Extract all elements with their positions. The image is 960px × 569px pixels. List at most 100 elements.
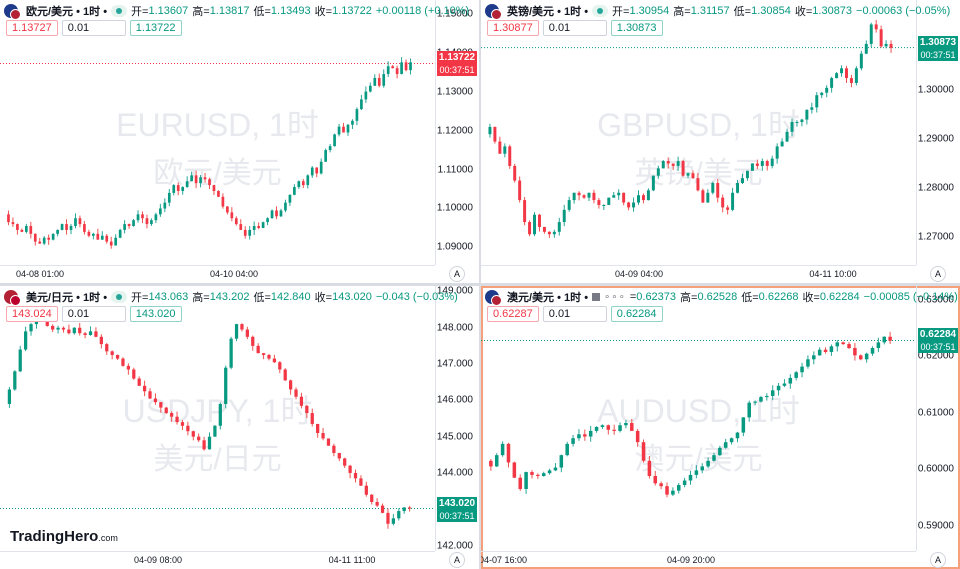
au-us-flag-icon [485, 290, 502, 306]
candle-body [99, 336, 103, 345]
candle-body [127, 224, 131, 227]
candle-body [794, 372, 798, 378]
candle-body [785, 131, 789, 142]
sell-button[interactable]: 0.62287 [487, 306, 539, 322]
horizontal-divider[interactable] [0, 283, 960, 286]
candle-body [404, 62, 408, 71]
quantity-input[interactable]: 0.01 [542, 20, 607, 36]
candle-body [261, 353, 266, 355]
legend-header: 澳元/美元 • 1时 • ∘∘∘ = 0.62373 高= 0.62528 低= 0.6226… [485, 289, 958, 306]
chart-pane[interactable]: USDJPY, 1时 美元/日元 美元/日元 • 1时 • 开= 143.063 高= 14… [0, 286, 479, 569]
watermark-ticker: GBPUSD, 1时 [597, 107, 800, 143]
candle-body [647, 460, 652, 477]
candle-body [272, 358, 277, 363]
candle-body [676, 485, 681, 491]
candle-body [203, 177, 207, 180]
candle-body [172, 185, 176, 193]
candle-body [617, 192, 621, 196]
sell-button[interactable]: 143.024 [6, 306, 58, 322]
price-axis[interactable]: 0.63000 0.62000 0.61000 0.60000 0.59000 [916, 286, 960, 551]
candle-body [142, 385, 147, 392]
symbol-label[interactable]: 美元/日元 • 1时 • [26, 292, 108, 304]
candle-body [170, 413, 174, 417]
chart-pane[interactable]: AUDUSD, 1时 澳元/美元 澳元/美元 • 1时 • ∘∘∘ = 0.62373 高=… [481, 286, 960, 569]
chart-pane[interactable]: GBPUSD, 1时 英镑/美元 英镑/美元 • 1时 • 开= 1.30954 高= 1.… [481, 0, 960, 283]
candle-body [565, 443, 569, 456]
symbol-label[interactable]: 澳元/美元 • 1时 • [507, 292, 589, 304]
close-value: 0.62284 [819, 291, 860, 303]
candlestick-chart[interactable] [481, 286, 916, 551]
buy-button[interactable]: 1.13722 [129, 20, 182, 36]
eye-icon[interactable] [111, 5, 128, 17]
buy-button[interactable]: 1.30873 [610, 20, 663, 36]
candle-body [528, 222, 532, 235]
candle-body [671, 163, 675, 166]
symbol-label[interactable]: 英镑/美元 • 1时 • [507, 6, 589, 18]
candle-body [646, 190, 650, 201]
candle-body [337, 452, 341, 459]
candle-body [583, 434, 587, 437]
quantity-input[interactable]: 0.01 [542, 306, 607, 322]
candle-body [94, 331, 98, 337]
candle-body [552, 231, 556, 235]
candle-body [806, 359, 810, 367]
candle-body [782, 383, 787, 386]
price-axis[interactable]: 1.150001.140001.130001.120001.110001.100… [435, 0, 479, 265]
candle-body [820, 92, 824, 96]
symbol-label[interactable]: 欧元/美元 • 1时 • [26, 6, 108, 18]
chart-pane[interactable]: EURUSD, 1时 欧元/美元 欧元/美元 • 1时 • 开= 1.13607 高= 1.… [0, 0, 479, 283]
candlestick-chart[interactable] [0, 286, 435, 551]
price-tick: 149.000 [436, 286, 473, 297]
price-tick: 1.27000 [917, 231, 954, 243]
candle-body [681, 161, 685, 176]
sell-button[interactable]: 1.13727 [6, 20, 58, 36]
candle-body [537, 214, 541, 227]
price-tick: 145.000 [436, 431, 473, 443]
time-axis[interactable]: 04-09 04:00 04-11 10:00 [481, 265, 916, 283]
current-price-label: 0.62284 00:37:51 [918, 328, 958, 354]
auto-scale-button[interactable]: A [930, 266, 946, 282]
candle-body [567, 200, 571, 210]
candle-body [154, 214, 158, 221]
time-axis[interactable]: 04-09 08:00 04-11 11:00 [0, 551, 435, 569]
candle-body [279, 210, 283, 217]
auto-scale-button[interactable]: A [449, 552, 465, 568]
time-tick: 04-11 10:00 [809, 269, 857, 279]
candle-body [869, 24, 873, 44]
candle-body [741, 417, 746, 433]
candlestick-chart[interactable] [0, 0, 435, 265]
candle-body [326, 438, 331, 446]
candle-body [533, 214, 537, 235]
price-tick: 0.63000 [917, 294, 954, 306]
eye-icon[interactable] [111, 291, 128, 303]
legend-header: 欧元/美元 • 1时 • 开= 1.13607 高= 1.13817 低= 1.13493 收… [4, 3, 469, 20]
candle-body [641, 442, 646, 461]
candle-body [770, 390, 775, 396]
flag-icon[interactable] [592, 293, 601, 301]
quantity-input[interactable]: 0.01 [61, 306, 126, 322]
candle-body [278, 362, 282, 370]
sell-button[interactable]: 1.30877 [487, 20, 539, 36]
more-dots-icon[interactable]: ∘∘∘ [604, 291, 626, 303]
low-label: 低= [253, 292, 271, 304]
candle-body [513, 165, 517, 181]
candle-body [800, 366, 804, 373]
candle-body [217, 190, 220, 197]
time-axis[interactable]: 04-08 01:00 04-10 04:00 [0, 265, 435, 283]
auto-scale-button[interactable]: A [930, 552, 946, 568]
eye-icon[interactable] [592, 5, 609, 17]
quantity-input[interactable]: 0.01 [61, 20, 126, 36]
buy-button[interactable]: 0.62284 [610, 306, 663, 322]
candle-body [747, 402, 751, 418]
candle-body [353, 472, 358, 479]
candlestick-chart[interactable] [481, 0, 916, 265]
time-axis[interactable]: 04-07 16:00 04-09 20:00 [481, 551, 916, 569]
candle-body [61, 327, 66, 330]
candle-body [498, 141, 502, 154]
candle-body [547, 470, 552, 474]
auto-scale-button[interactable]: A [449, 266, 465, 282]
candle-body [78, 218, 82, 225]
candle-body [230, 212, 234, 219]
buy-button[interactable]: 143.020 [129, 306, 182, 322]
candle-body [489, 460, 493, 467]
